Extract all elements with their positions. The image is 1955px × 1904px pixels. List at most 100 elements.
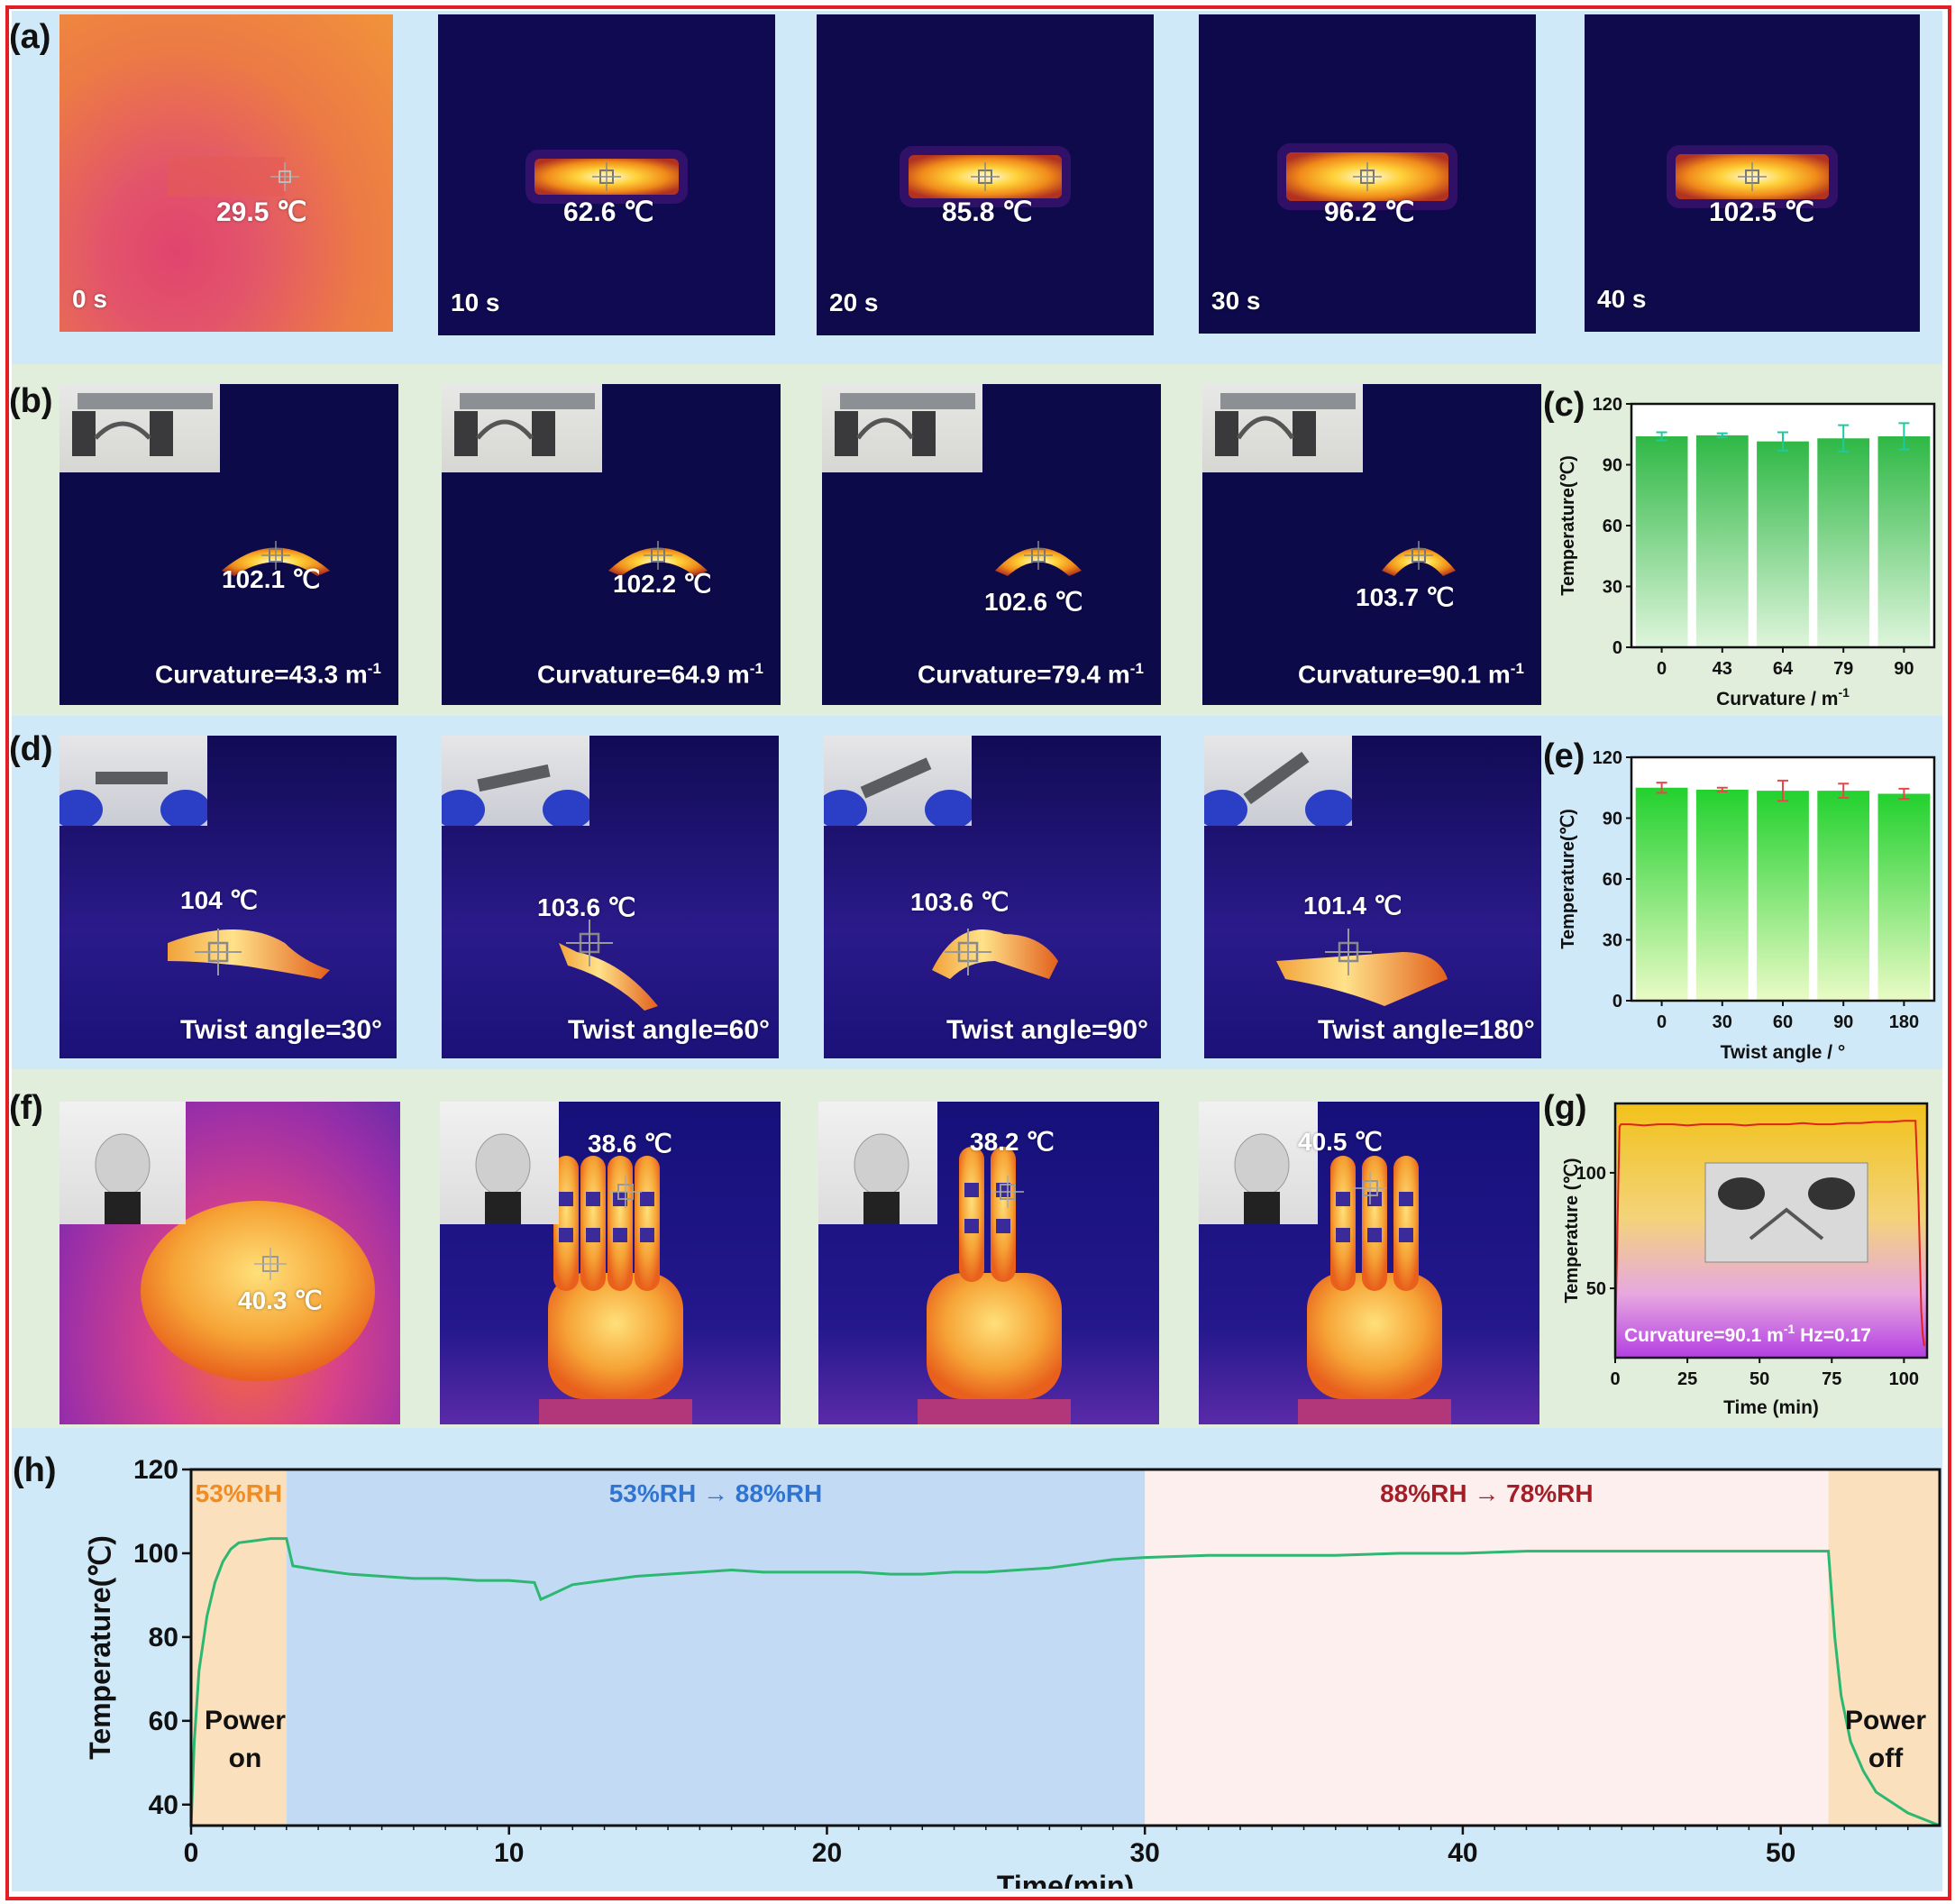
bar	[1635, 436, 1688, 647]
x-tick-label: 40	[1448, 1838, 1477, 1868]
x-tick-label: 30	[1129, 1838, 1159, 1868]
thermal-image-f-2: 38.2 ℃	[818, 1102, 1159, 1424]
curvature-caption: Curvature=90.1 m-1	[1298, 660, 1524, 689]
twist-photo	[59, 736, 207, 826]
x-tick-label: 43	[1713, 659, 1732, 679]
twisted-heater	[168, 929, 330, 979]
caliper-photo	[442, 384, 602, 472]
panel-b-label: (b)	[9, 382, 53, 420]
panel-g-label: (g)	[1543, 1089, 1587, 1127]
glove-photo	[818, 1102, 937, 1224]
twisted-heater	[932, 929, 1058, 979]
glove-photo	[440, 1102, 559, 1224]
x-tick-label: 79	[1833, 659, 1853, 679]
glove-hand	[927, 1273, 1062, 1399]
x-tick-label: 90	[1894, 659, 1914, 679]
x-tick-label: 10	[494, 1838, 524, 1868]
glove-hand	[1307, 1273, 1442, 1399]
x-tick-label: 60	[1773, 1012, 1793, 1032]
curvature-caption: Curvature=43.3 m-1	[155, 660, 381, 689]
annotation: Curvature=90.1 m-1 Hz=0.17	[1624, 1322, 1871, 1346]
panel-a-label: (a)	[9, 18, 51, 56]
x-tick-label: 75	[1822, 1369, 1841, 1389]
y-tick-label: 120	[1593, 395, 1622, 415]
panel-c-label: (c)	[1543, 386, 1585, 424]
glove-photo	[1199, 1102, 1318, 1224]
x-axis-label: Curvature / m-1	[1716, 685, 1850, 709]
region-label: 53%RH	[196, 1479, 282, 1507]
y-tick-label: 30	[1603, 931, 1622, 951]
y-axis-label: Temperature (℃)	[1562, 1158, 1582, 1303]
panel-d-label: (d)	[9, 730, 53, 768]
crosshair-icon	[279, 170, 291, 183]
thermal-image-a-1: 62.6 ℃ 10 s	[438, 14, 775, 335]
x-tick-label: 90	[1833, 1012, 1853, 1032]
series-line	[1614, 1120, 1925, 1347]
x-axis-label: Twist angle / °	[1721, 1042, 1846, 1063]
panel-e-label: (e)	[1543, 737, 1585, 775]
twisted-heater	[1276, 952, 1448, 1006]
y-tick-label: 100	[133, 1539, 178, 1569]
y-tick-label: 60	[149, 1707, 178, 1736]
panel-h-label: (h)	[13, 1451, 57, 1489]
thermal-image-d-1: 103.6 ℃ Twist angle=60°	[442, 736, 779, 1058]
x-tick-label: 0	[1610, 1369, 1620, 1389]
y-tick-label: 0	[1612, 638, 1622, 658]
x-tick-label: 50	[1766, 1838, 1795, 1868]
y-tick-label: 90	[1603, 456, 1622, 476]
thermal-image-a-0: 29.5 ℃ 0 s	[59, 14, 393, 332]
panel-f-label: (f)	[9, 1089, 43, 1127]
x-tick-label: 0	[1657, 659, 1667, 679]
thermal-image-d-2: 103.6 ℃ Twist angle=90°	[824, 736, 1161, 1058]
y-axis-label: Temperature(℃)	[1558, 809, 1578, 948]
x-tick-label: 30	[1713, 1012, 1732, 1032]
x-tick-label: 50	[1749, 1369, 1769, 1389]
region-band	[1828, 1469, 1940, 1826]
y-tick-label: 100	[1576, 1164, 1606, 1184]
region-label: 88%RH → 78%RH	[1380, 1479, 1594, 1507]
bending-rig-photo	[1704, 1162, 1868, 1263]
caliper-photo	[59, 384, 220, 472]
caliper-photo	[822, 384, 982, 472]
thermal-image-f-1: 38.6 ℃	[440, 1102, 781, 1424]
panel-e-chart: 0 30 60 90 180 0 30 60 90 120 Temperature(℃) Twist …	[1558, 748, 1936, 1063]
y-tick-label: 30	[1603, 578, 1622, 598]
thermal-image-f-3: 40.5 ℃	[1199, 1102, 1539, 1424]
curvature-caption: Curvature=79.4 m-1	[918, 660, 1144, 689]
bar	[1877, 793, 1931, 1001]
thermal-image-a-2: 85.8 ℃ 20 s	[817, 14, 1154, 335]
thermal-image-b-3: 103.7 ℃ Curvature=90.1 m-1	[1202, 384, 1541, 705]
region-label: 53%RH → 88%RH	[609, 1479, 823, 1507]
thermal-image-d-0: 104 ℃ Twist angle=30°	[59, 736, 397, 1058]
twist-photo	[442, 736, 589, 826]
x-tick-label: 20	[812, 1838, 842, 1868]
thermal-image-b-0: 102.1 ℃ Curvature=43.3 m-1	[59, 384, 398, 705]
plot-frame	[1613, 1102, 1929, 1359]
bar	[1757, 791, 1809, 1001]
y-tick-label: 120	[1593, 748, 1622, 768]
x-tick-label: 100	[1889, 1369, 1919, 1389]
y-tick-label: 60	[1603, 517, 1622, 536]
y-tick-label: 120	[133, 1455, 178, 1485]
x-tick-label: 0	[184, 1838, 199, 1868]
bar	[1817, 791, 1870, 1001]
panel-c-chart: 0 43 64 79 90 0 30 60 90 120 Temperature(℃) Curvatu…	[1558, 395, 1936, 709]
thermal-image-b-2: 102.6 ℃ Curvature=79.4 m-1	[822, 384, 1161, 705]
thermal-image-a-4: 102.5 ℃ 40 s	[1585, 14, 1920, 332]
y-tick-label: 40	[149, 1790, 178, 1820]
x-tick-label: 25	[1677, 1369, 1697, 1389]
x-tick-label: 180	[1889, 1012, 1919, 1032]
panel-h-chart: 53%RH 53%RH → 88%RH 88%RH → 78%RH 0 10 20 30 40…	[84, 1455, 1941, 1889]
region-band	[286, 1469, 1146, 1826]
thermal-image-f-0: 40.3 ℃	[59, 1102, 400, 1424]
annotation: Power	[205, 1706, 286, 1735]
y-tick-label: 90	[1603, 810, 1622, 829]
series-line	[189, 1537, 1941, 1827]
x-tick-label: 64	[1773, 659, 1794, 679]
bar	[1695, 790, 1749, 1001]
region-band	[191, 1469, 287, 1826]
twisted-heater	[559, 943, 658, 1011]
thermal-image-d-3: 101.4 ℃ Twist angle=180°	[1204, 736, 1541, 1058]
thermal-image-a-3: 96.2 ℃ 30 s	[1199, 14, 1536, 334]
